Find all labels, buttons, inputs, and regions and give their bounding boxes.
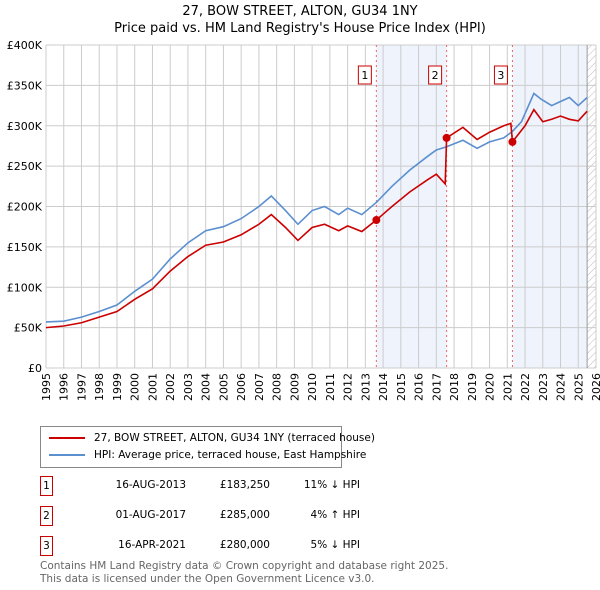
sale-badge: 2 bbox=[40, 506, 53, 526]
sale-label: 3 bbox=[497, 69, 504, 82]
footer-line: Contains HM Land Registry data © Crown c… bbox=[40, 560, 449, 572]
x-tick-label: 2022 bbox=[519, 373, 532, 401]
x-tick-label: 1999 bbox=[111, 373, 124, 401]
footer-line: This data is licensed under the Open Gov… bbox=[40, 573, 375, 585]
y-tick-label: £200K bbox=[7, 201, 43, 214]
sale-badge: 1 bbox=[40, 476, 53, 496]
x-tick-label: 2017 bbox=[430, 373, 443, 401]
sale-label: 1 bbox=[361, 69, 368, 82]
sale-point bbox=[372, 216, 381, 225]
y-tick-label: £300K bbox=[7, 120, 43, 133]
chart-title: 27, BOW STREET, ALTON, GU34 1NY bbox=[182, 4, 418, 19]
y-tick-label: £350K bbox=[7, 79, 43, 92]
sale-hpi-diff: 5% ↓ HPI bbox=[310, 539, 360, 551]
series-line bbox=[45, 92, 588, 323]
x-tick-label: 2011 bbox=[324, 373, 337, 401]
y-tick-label: £150K bbox=[7, 241, 43, 254]
legend-item-hpi: HPI: Average price, terraced house, East… bbox=[49, 447, 366, 463]
sale-row: 3 16-APR-2021 £280,000 5% ↓ HPI bbox=[40, 536, 440, 556]
sale-hpi-diff: 11% ↓ HPI bbox=[303, 479, 360, 491]
red-line-swatch bbox=[49, 437, 85, 439]
x-tick-label: 2007 bbox=[253, 373, 266, 401]
x-tick-label: 2005 bbox=[217, 373, 230, 401]
blue-line-swatch bbox=[49, 454, 85, 456]
sale-label-box bbox=[493, 65, 508, 85]
x-tick-label: 2023 bbox=[537, 373, 550, 401]
x-tick-label: 2009 bbox=[288, 373, 301, 401]
x-tick-label: 2000 bbox=[129, 373, 142, 401]
x-tick-label: 2021 bbox=[501, 373, 514, 401]
x-tick-label: 2001 bbox=[146, 373, 159, 401]
x-tick-label: 2025 bbox=[572, 373, 585, 401]
chart: 1995 1996 1997 1998 1999 2000 2001 2002 2003 2004… bbox=[7, 39, 600, 401]
x-tick-label: 1996 bbox=[58, 373, 71, 401]
legend-label: HPI: Average price, terraced house, East… bbox=[94, 449, 367, 461]
sale-date: 16-AUG-2013 bbox=[115, 479, 186, 491]
x-tick-label: 2015 bbox=[395, 373, 408, 401]
legend-item-property: 27, BOW STREET, ALTON, GU34 1NY (terrace… bbox=[49, 430, 375, 446]
series-line bbox=[45, 108, 588, 329]
x-tick-label: 2003 bbox=[182, 373, 195, 401]
y-tick-label: £0 bbox=[28, 362, 42, 375]
sale-row: 2 01-AUG-2017 £285,000 4% ↑ HPI bbox=[40, 506, 440, 526]
x-tick-label: 2004 bbox=[200, 373, 213, 401]
y-tick-label: £50K bbox=[14, 322, 43, 335]
sale-date: 01-AUG-2017 bbox=[115, 509, 186, 521]
x-tick-label: 2018 bbox=[448, 373, 461, 401]
x-tick-label: 2016 bbox=[413, 373, 426, 401]
x-tick-label: 2012 bbox=[342, 373, 355, 401]
sale-price: £280,000 bbox=[219, 539, 270, 551]
x-tick-label: 1998 bbox=[93, 373, 106, 401]
x-tick-label: 2013 bbox=[359, 373, 372, 401]
sale-price: £285,000 bbox=[219, 509, 270, 521]
x-tick-label: 2006 bbox=[235, 373, 248, 401]
x-tick-label: 2008 bbox=[271, 373, 284, 401]
x-tick-label: 2002 bbox=[164, 373, 177, 401]
footer: Contains HM Land Registry data © Crown c… bbox=[40, 560, 448, 586]
sale-label-box bbox=[357, 65, 372, 85]
x-tick-label: 1995 bbox=[40, 373, 53, 401]
y-tick-label: £100K bbox=[7, 281, 43, 294]
x-tick-label: 2019 bbox=[466, 373, 479, 401]
chart-subtitle: Price paid vs. HM Land Registry's House … bbox=[114, 21, 486, 36]
sale-point bbox=[508, 137, 517, 146]
sale-point bbox=[442, 133, 451, 142]
y-tick-label: £400K bbox=[7, 39, 43, 52]
x-tick-label: 2024 bbox=[555, 373, 568, 401]
legend-label: 27, BOW STREET, ALTON, GU34 1NY (terrace… bbox=[94, 432, 375, 444]
x-tick-label: 2026 bbox=[590, 373, 600, 401]
x-tick-label: 2014 bbox=[377, 373, 390, 401]
sale-label: 2 bbox=[432, 69, 439, 82]
legend: 27, BOW STREET, ALTON, GU34 1NY (terrace… bbox=[40, 426, 375, 468]
sale-badge: 3 bbox=[40, 536, 53, 556]
sale-hpi-diff: 4% ↑ HPI bbox=[310, 509, 360, 521]
sale-label-box bbox=[428, 65, 443, 85]
x-tick-label: 2010 bbox=[306, 373, 319, 401]
y-tick-label: £250K bbox=[7, 160, 43, 173]
x-tick-label: 1997 bbox=[75, 373, 88, 401]
sale-row: 1 16-AUG-2013 £183,250 11% ↓ HPI bbox=[40, 476, 440, 496]
sale-price: £183,250 bbox=[219, 479, 270, 491]
x-tick-label: 2020 bbox=[484, 373, 497, 401]
sale-date: 16-APR-2021 bbox=[118, 539, 186, 551]
